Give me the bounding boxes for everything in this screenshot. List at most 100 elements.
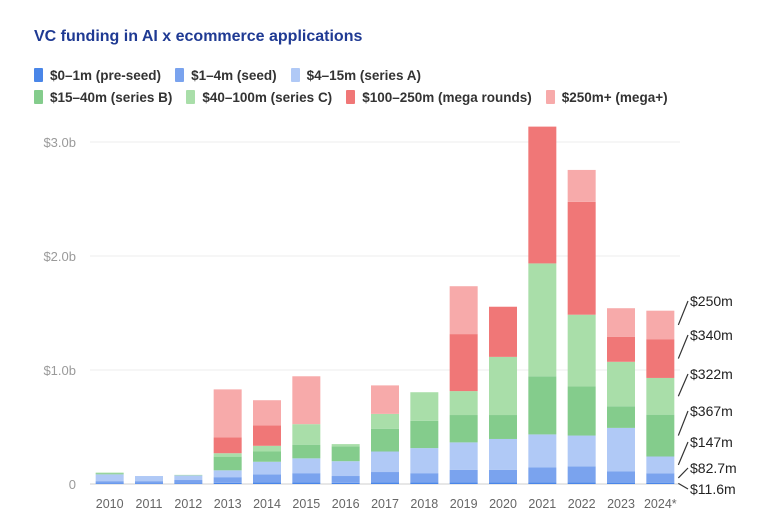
legend-item: $250m+ (mega+) [545, 90, 668, 105]
bar-segment [528, 126, 557, 264]
x-tick-label: 2011 [136, 497, 163, 511]
bar-segment [567, 482, 596, 484]
bar-segment [174, 483, 203, 484]
bar-segment [95, 481, 124, 484]
y-tick-label: $3.0b [43, 135, 76, 150]
x-tick-label: 2015 [292, 497, 320, 511]
annotation-label: $147m [690, 434, 733, 450]
annotation-leader [677, 467, 689, 479]
legend-label: $100–250m (mega rounds) [362, 89, 532, 105]
y-tick-label: 0 [69, 477, 76, 492]
bar-segment [213, 453, 242, 457]
bar-segment [95, 474, 124, 482]
bar-segment [292, 458, 321, 474]
bar-segment [607, 308, 635, 337]
y-tick-label: $2.0b [43, 249, 76, 264]
bar-segment [331, 444, 360, 447]
bar-segment [489, 306, 517, 357]
legend-swatch [290, 68, 300, 82]
legend-row: $0–1m (pre-seed) $1–4m (seed) $4–15m (seri… [34, 64, 754, 86]
legend-swatch [346, 90, 356, 104]
legend-item: $0–1m (pre-seed) [34, 68, 161, 83]
bar-segment [567, 435, 596, 467]
x-tick-label: 2021 [528, 497, 556, 511]
annotation-label: $250m [690, 293, 733, 309]
bar-segment [213, 482, 242, 484]
bar-segment [213, 470, 242, 478]
legend-swatch [545, 90, 555, 104]
x-tick-label: 2022 [568, 497, 596, 511]
bar-segment [331, 476, 360, 483]
bar-segment [449, 334, 478, 392]
bar-segment [371, 451, 399, 473]
legend-label: $40–100m (series C) [202, 89, 333, 105]
bar-segment [646, 482, 675, 484]
bar-segment [331, 461, 360, 477]
bar-segment [410, 482, 439, 484]
bar-segment [331, 482, 360, 484]
x-tick-label: 2020 [489, 497, 517, 511]
bar-segment [135, 483, 163, 484]
bar-segment [607, 361, 635, 407]
bar-segment [371, 482, 399, 484]
annotation-label: $82.7m [690, 460, 737, 476]
bar-segment [292, 444, 321, 459]
bar-segment [174, 480, 203, 484]
legend-label: $0–1m (pre-seed) [50, 67, 162, 83]
bar-segment [449, 482, 478, 484]
bar-segment [213, 477, 242, 483]
y-tick-label: $1.0b [43, 363, 76, 378]
bar-segment [331, 446, 360, 462]
bar-segment [253, 482, 281, 484]
bar-segment [528, 467, 557, 483]
bar-segment [646, 456, 675, 474]
bar-segment [95, 472, 124, 474]
bar-segment [213, 456, 242, 471]
bar-segment [489, 469, 517, 483]
bar-segment [410, 473, 439, 483]
bar-segment [213, 389, 242, 438]
bar-segment [410, 448, 439, 474]
legend-row: $15–40m (series B) $40–100m (series C) $10… [34, 86, 754, 108]
x-tick-label: 2023 [607, 497, 635, 511]
x-tick-label: 2019 [450, 497, 478, 511]
annotation-label: $367m [690, 403, 733, 419]
annotation-leader [678, 482, 689, 490]
bar-segment [174, 475, 203, 481]
bar-segment [528, 376, 557, 435]
bar-segment [449, 286, 478, 335]
legend-item: $100–250m (mega rounds) [346, 90, 532, 105]
bar-segment [646, 310, 675, 340]
bar-segment [567, 314, 596, 387]
bar-segment [489, 356, 517, 416]
legend-item: $1–4m (seed) [175, 68, 277, 83]
annotation-leader [677, 373, 689, 397]
bar-segment [567, 201, 596, 315]
x-tick-label: 2013 [214, 497, 242, 511]
legend-label: $4–15m (series A) [306, 67, 421, 83]
bar-segment [253, 445, 281, 452]
bar-segment [410, 392, 439, 421]
bar-segment [489, 415, 517, 439]
annotation-label: $11.6m [690, 481, 736, 497]
legend-label: $1–4m (seed) [191, 67, 277, 83]
bar-segment [607, 427, 635, 472]
legend-item: $40–100m (series C) [186, 90, 332, 105]
annotation-label: $322m [690, 366, 733, 382]
x-tick-label: 2016 [332, 497, 360, 511]
bar-segment [371, 428, 399, 452]
bar-segment [646, 473, 675, 483]
bar-segment [95, 483, 124, 484]
x-tick-label: 2018 [410, 497, 438, 511]
chart-title: VC funding in AI x ecommerce application… [34, 28, 363, 45]
bar-segment [646, 414, 675, 457]
annotation-leader [677, 334, 689, 359]
legend-swatch [186, 90, 196, 104]
bar-segment [449, 442, 478, 470]
bar-segment [567, 386, 596, 436]
bar-segment [253, 425, 281, 446]
bar-segment [449, 415, 478, 443]
bar-segment [489, 438, 517, 470]
bar-segment [607, 406, 635, 428]
